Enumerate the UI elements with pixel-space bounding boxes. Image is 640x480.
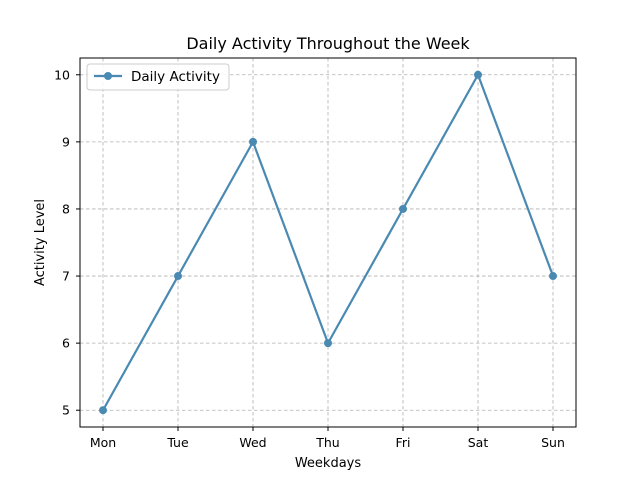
data-point bbox=[324, 339, 332, 348]
y-axis-label: Activity Level bbox=[33, 199, 48, 286]
legend-marker-swatch bbox=[104, 72, 112, 80]
x-tick-label: Sat bbox=[468, 435, 489, 450]
x-tick-label: Wed bbox=[239, 435, 266, 450]
y-tick-label: 10 bbox=[54, 67, 70, 82]
y-tick-label: 7 bbox=[62, 269, 70, 284]
y-tick-label: 5 bbox=[62, 403, 70, 418]
grid bbox=[80, 58, 576, 427]
y-axis: 5 6 7 8 9 10 bbox=[54, 67, 80, 418]
x-axis-label: Weekdays bbox=[295, 456, 362, 471]
data-point bbox=[174, 272, 182, 281]
legend-box bbox=[86, 63, 230, 91]
y-tick-label: 9 bbox=[62, 134, 70, 149]
legend-entry-daily-activity: Daily Activity bbox=[131, 69, 220, 85]
data-point bbox=[399, 204, 407, 213]
x-tick-label: Thu bbox=[315, 435, 339, 450]
x-tick-label: Fri bbox=[396, 435, 411, 450]
y-tick-label: 6 bbox=[62, 336, 70, 351]
data-point bbox=[99, 406, 107, 415]
data-point bbox=[549, 272, 557, 281]
x-tick-label: Tue bbox=[166, 435, 189, 450]
series-layer bbox=[99, 70, 557, 415]
x-tick-label: Mon bbox=[90, 435, 116, 450]
x-tick-label: Sun bbox=[541, 435, 565, 450]
data-point bbox=[474, 70, 482, 79]
y-tick-label: 8 bbox=[62, 201, 70, 216]
data-point bbox=[249, 137, 257, 146]
x-axis: Mon Tue Wed Thu Fri Sat Sun bbox=[90, 427, 565, 450]
chart-title: Daily Activity Throughout the Week bbox=[186, 34, 470, 53]
legend: Daily Activity bbox=[86, 63, 230, 91]
